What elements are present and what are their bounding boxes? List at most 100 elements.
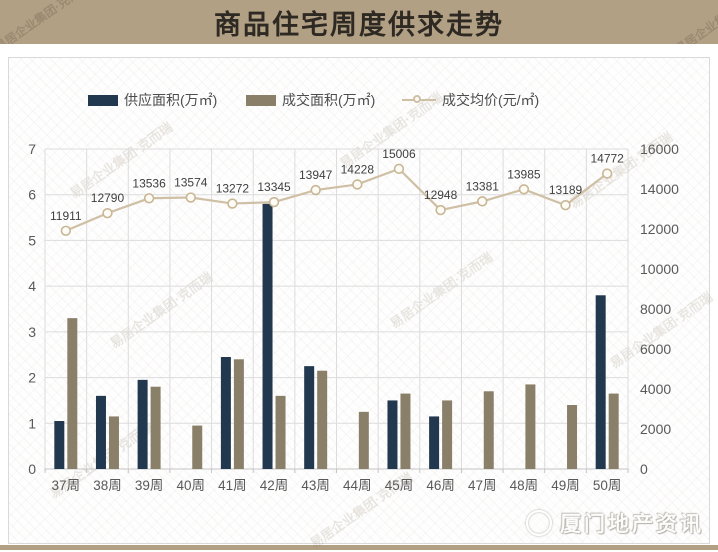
price-data-label: 12948	[424, 188, 458, 202]
price-data-label: 13381	[466, 179, 500, 193]
svg-text:7: 7	[28, 141, 36, 157]
chart-panel	[8, 57, 710, 544]
price-point	[310, 184, 321, 196]
legend-label: 成交面积(万㎡)	[282, 92, 376, 108]
price-series-swatch	[402, 95, 436, 103]
bar	[442, 400, 453, 469]
bar	[275, 395, 286, 469]
price-data-label: 14772	[590, 152, 624, 166]
bar	[262, 203, 273, 469]
bar	[233, 359, 244, 469]
price-data-label: 13947	[299, 168, 333, 182]
bar	[387, 400, 398, 469]
price-data-label: 13189	[549, 183, 583, 197]
price-point	[60, 225, 72, 236]
legend-item-deal: 成交面积(万㎡)	[246, 90, 375, 110]
svg-text:46周: 46周	[426, 478, 455, 493]
grid-layer	[44, 148, 629, 470]
svg-text:10000: 10000	[640, 261, 679, 277]
legend-item-price: 成交均价(元/㎡)	[402, 90, 539, 110]
svg-text:40周: 40周	[176, 478, 205, 493]
price-point	[435, 204, 446, 216]
svg-text:5: 5	[28, 232, 36, 248]
price-point	[352, 179, 363, 190]
svg-text:12000: 12000	[640, 221, 679, 237]
price-point	[393, 163, 405, 175]
svg-text:48周: 48周	[510, 478, 539, 493]
title-band: 易居企业集团·克而瑞 易居企业集团·克而瑞 商品住宅周度供求走势	[0, 0, 718, 44]
bars-supply	[54, 203, 606, 469]
legend-item-supply: 供应面积(万㎡)	[88, 90, 217, 110]
footer-watermark: 厦门地产资讯	[526, 508, 704, 538]
price-line	[65, 167, 608, 232]
price-data-label: 13345	[257, 180, 291, 194]
svg-text:44周: 44周	[343, 478, 372, 493]
price-data-label: 13536	[132, 176, 166, 190]
svg-text:2: 2	[28, 370, 36, 386]
price-point	[477, 196, 488, 207]
chart-legend: 供应面积(万㎡) 成交面积(万㎡) 成交均价(元/㎡)	[0, 90, 718, 110]
svg-text:2000: 2000	[640, 421, 671, 437]
bar	[220, 357, 231, 469]
price-point	[518, 184, 530, 195]
svg-text:45周: 45周	[385, 478, 414, 493]
bars-deal	[67, 318, 619, 469]
svg-text:3: 3	[28, 324, 36, 340]
svg-text:6000: 6000	[640, 341, 671, 357]
svg-text:4: 4	[28, 278, 36, 294]
bar	[54, 421, 65, 469]
price-data-label: 13272	[216, 182, 250, 196]
svg-text:42周: 42周	[260, 478, 289, 493]
svg-text:41周: 41周	[218, 478, 247, 493]
axis-labels: 0 1 2 3 4 5 6 7 0 2000 4000 6000 8000 10000 12000 14000…	[28, 141, 679, 493]
svg-text:39周: 39周	[135, 478, 164, 493]
price-point	[560, 200, 571, 211]
footer-watermark-text: 厦门地产资讯	[560, 513, 704, 536]
svg-text:47周: 47周	[468, 478, 497, 493]
footer-logo-icon	[526, 510, 552, 536]
svg-text:4000: 4000	[640, 381, 671, 397]
svg-text:0: 0	[640, 461, 648, 477]
bar	[595, 295, 606, 469]
bar	[608, 393, 619, 469]
supply-series-swatch	[88, 94, 118, 106]
bar	[67, 318, 78, 469]
svg-text:49周: 49周	[551, 478, 580, 493]
bar	[567, 405, 578, 469]
price-point	[227, 198, 238, 209]
svg-text:50周: 50周	[593, 478, 622, 493]
svg-text:38周: 38周	[93, 478, 122, 493]
svg-text:37周: 37周	[52, 478, 81, 493]
price-data-label: 12790	[91, 191, 125, 205]
price-point	[102, 208, 113, 219]
bar	[137, 379, 148, 469]
price-point	[268, 196, 280, 208]
price-point	[185, 192, 196, 203]
bar	[95, 395, 106, 469]
bar	[108, 416, 119, 469]
bar	[429, 416, 440, 469]
price-marker-icon	[413, 95, 421, 103]
legend-label: 供应面积(万㎡)	[124, 92, 218, 108]
price-data-label: 13574	[174, 176, 208, 190]
bar	[525, 384, 536, 469]
price-line-layer: 11911 12790 13536 13574 13272 13345 13947 14228…	[50, 147, 624, 236]
bar	[358, 411, 369, 469]
svg-text:6: 6	[28, 187, 36, 203]
svg-text:8000: 8000	[640, 301, 671, 317]
bar	[192, 425, 203, 469]
bar	[483, 391, 494, 469]
bar	[150, 386, 161, 469]
deal-series-swatch	[246, 94, 276, 106]
svg-text:1: 1	[28, 415, 36, 431]
bar	[304, 366, 315, 469]
legend-label: 成交均价(元/㎡)	[442, 92, 540, 108]
bar	[400, 393, 411, 469]
svg-text:43周: 43周	[301, 478, 330, 493]
price-data-label: 14228	[341, 162, 375, 176]
svg-text:0: 0	[28, 461, 36, 477]
price-point	[143, 193, 155, 204]
page-title: 商品住宅周度供求走势	[214, 9, 504, 40]
